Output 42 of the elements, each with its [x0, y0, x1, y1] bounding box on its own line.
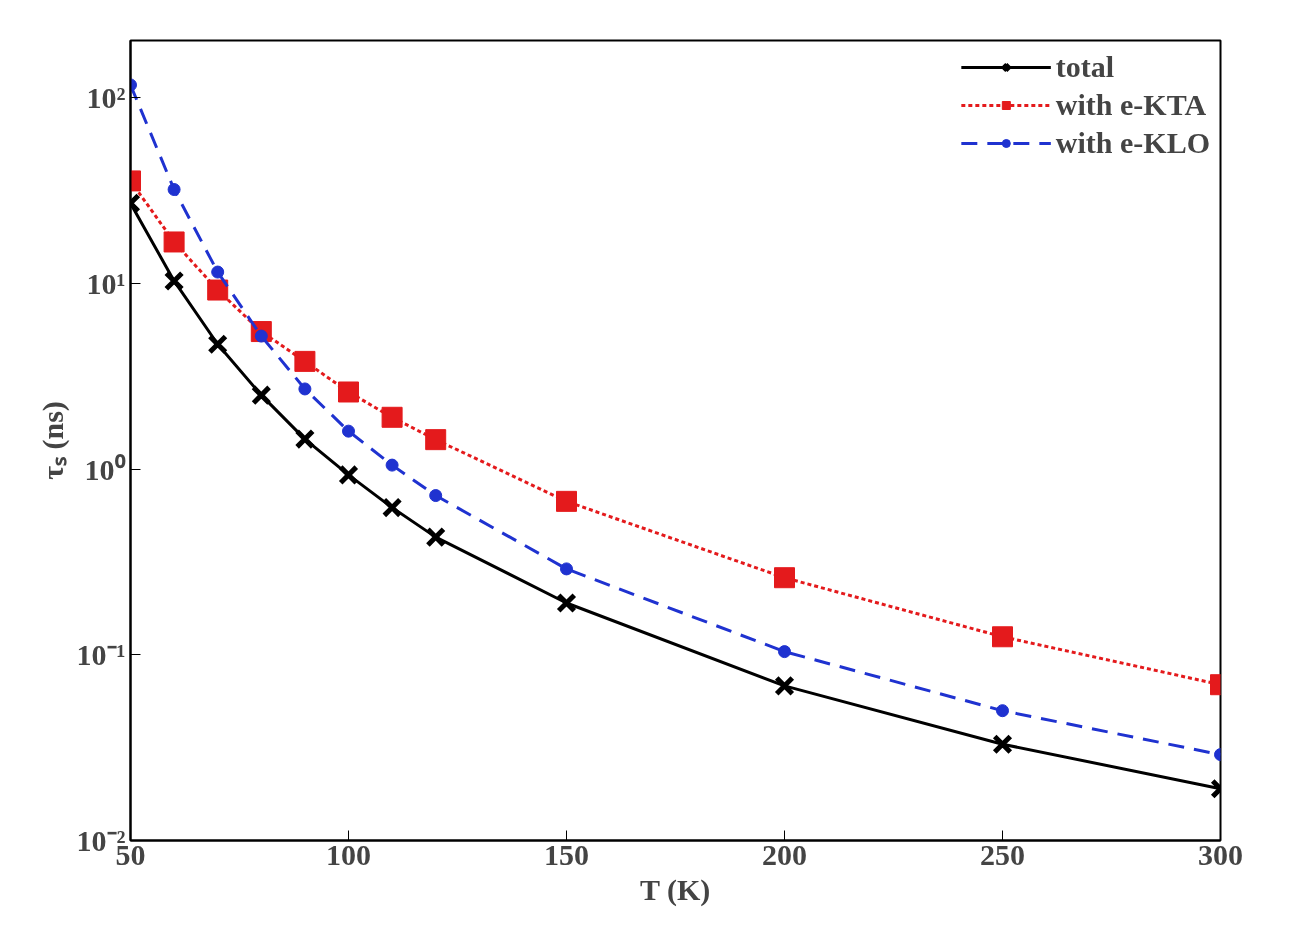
point	[211, 265, 225, 279]
point	[556, 592, 577, 614]
y-tick-label: 10⁻¹	[76, 638, 126, 672]
point	[385, 458, 399, 472]
point	[163, 231, 185, 253]
point	[338, 381, 359, 403]
point	[560, 562, 573, 576]
x-axis-title: T (K)	[640, 872, 711, 907]
x-tick-label: 250	[980, 837, 1025, 871]
point	[425, 429, 447, 451]
point	[381, 497, 403, 518]
y-tick-label: 10²	[86, 81, 126, 115]
point	[163, 270, 185, 292]
point	[298, 382, 312, 396]
x-tick-label: 100	[326, 837, 371, 871]
x-tick-label: 150	[544, 837, 589, 871]
y-tick-label: 10⁰	[84, 452, 126, 486]
legend-label: with e-KLO	[1055, 126, 1210, 160]
point	[429, 489, 443, 503]
point	[425, 526, 446, 548]
x-tick-label: 300	[1198, 837, 1243, 871]
legend-label: total	[1055, 50, 1115, 84]
point	[556, 490, 577, 512]
point	[774, 675, 795, 697]
point	[381, 406, 403, 428]
point	[338, 464, 359, 486]
point	[167, 183, 181, 196]
point	[294, 428, 316, 450]
legend-label: with e-KTA	[1055, 88, 1207, 122]
point	[774, 567, 795, 589]
point	[207, 333, 228, 355]
y-tick-label: 10¹	[86, 266, 126, 300]
point	[992, 733, 1013, 755]
x-tick-label: 200	[762, 837, 807, 871]
point	[294, 350, 316, 372]
point	[207, 279, 229, 301]
point	[996, 704, 1009, 718]
point	[992, 626, 1013, 648]
y-axis-title: τₛ (ns)	[35, 401, 70, 480]
point	[342, 424, 355, 438]
point	[778, 645, 791, 659]
point	[251, 384, 272, 406]
